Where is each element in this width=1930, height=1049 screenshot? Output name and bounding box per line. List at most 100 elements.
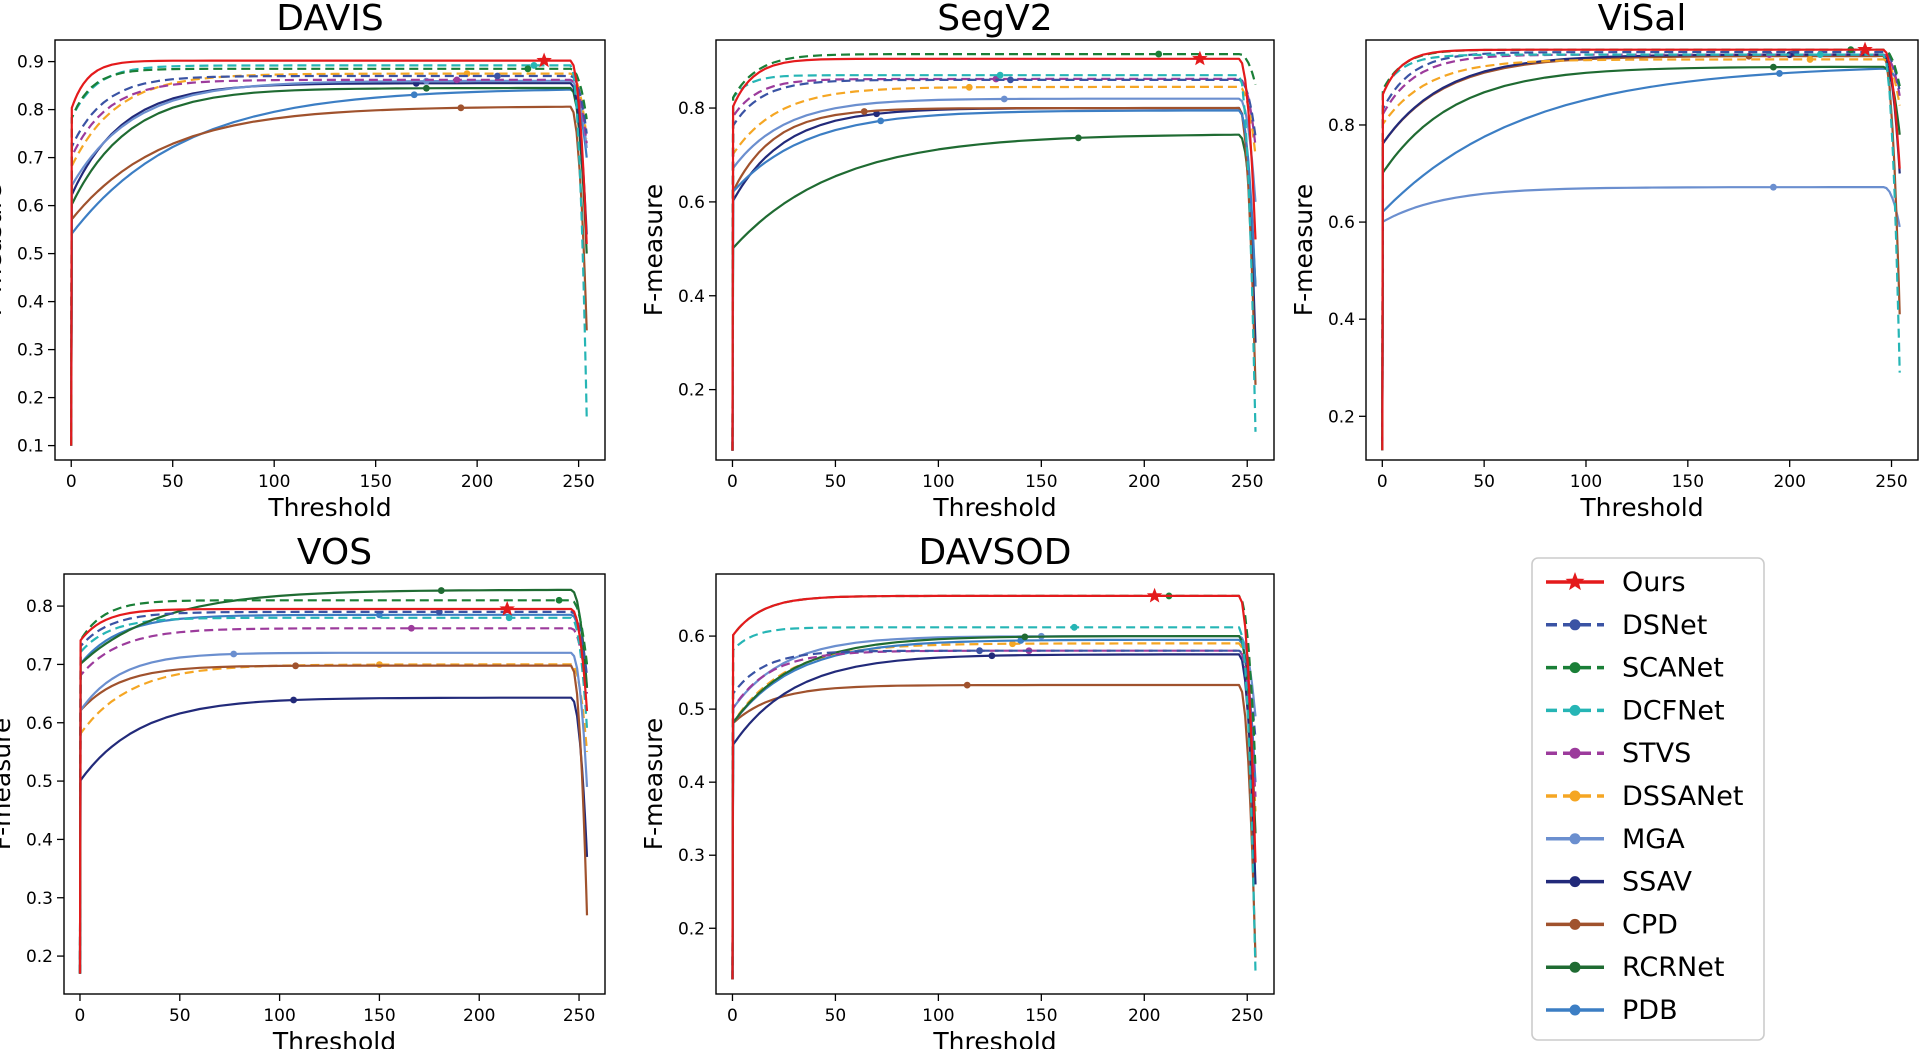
series-marker-dcfnet: [530, 62, 538, 69]
plot-frame: [54, 39, 606, 461]
series-line-ours: [70, 59, 588, 446]
series-marker-mga: [1769, 183, 1777, 191]
legend-item-ours: Ours: [1546, 567, 1686, 598]
x-tick-label: 150: [363, 1006, 395, 1026]
series-marker-star: [499, 600, 515, 616]
series-marker-pdb: [877, 117, 885, 125]
series-marker-ssav: [873, 110, 881, 118]
chart-panel-davsod: DAVSOD 0 50 100 150 200 250 0.2 0.3 0.4 0.5 0.6 Thre…: [639, 532, 1275, 1049]
legend-item-cpd: CPD: [1546, 909, 1678, 940]
legend-dot-icon: [1569, 961, 1581, 973]
plot-area: [64, 574, 605, 994]
legend-dot-icon: [1569, 704, 1581, 716]
legend-label: SSAV: [1622, 867, 1693, 898]
y-tick-label: 0.4: [1328, 310, 1355, 330]
series-line-dsnet: [731, 78, 1257, 451]
series-line-cpd: [70, 105, 588, 446]
series-group: [731, 587, 1257, 980]
series-marker-cpd: [457, 104, 465, 112]
y-axis-label: F-measure: [1289, 184, 1318, 316]
series-marker-ssav: [290, 696, 297, 704]
series-line-cpd: [731, 106, 1257, 451]
y-tick-label: 0.8: [17, 101, 44, 121]
legend-dot-icon: [1569, 1004, 1581, 1016]
series-marker-ssav: [988, 652, 996, 660]
series-marker-dsnet: [494, 72, 501, 80]
x-tick-label: 200: [1128, 472, 1160, 492]
series-marker-scanet: [1155, 50, 1163, 58]
y-tick-label: 0.6: [678, 627, 705, 647]
series-marker-rcrnet: [1021, 633, 1029, 641]
x-tick-label: 50: [169, 1006, 191, 1026]
x-tick-label: 250: [562, 472, 594, 492]
chart-panel-davis: DAVIS 0 50 100 150 200 250 0.1 0.2 0.3 0.4 0.5 0.6 0.…: [0, 0, 606, 522]
series-marker-dsnet: [435, 608, 443, 616]
y-tick-label: 0.6: [1328, 213, 1355, 233]
series-marker-dsnet: [1007, 76, 1014, 84]
plot-frame: [715, 573, 1275, 995]
series-line-dsnet: [1381, 51, 1901, 451]
series-line-scanet: [731, 53, 1257, 451]
series-marker-star: [536, 52, 552, 68]
series-marker-star: [1857, 41, 1873, 57]
x-tick-label: 0: [75, 1006, 86, 1026]
x-tick-label: 250: [1875, 472, 1907, 492]
series-line-dsnet: [78, 610, 589, 974]
series-line-dsnet: [731, 649, 1257, 980]
x-tick-label: 0: [66, 472, 77, 492]
x-axis-label: Threshold: [932, 1027, 1056, 1049]
chart-panel-visal: ViSal 0 50 100 150 200 250 0.2 0.4 0.6 0.8 Threshol…: [1289, 0, 1919, 522]
x-tick-label: 0: [1377, 472, 1388, 492]
series-line-ssav: [731, 653, 1257, 980]
y-tick-label: 0.2: [17, 389, 44, 409]
x-tick-label: 100: [258, 472, 290, 492]
y-tick-label: 0.1: [17, 437, 44, 457]
legend-label: DCFNet: [1622, 695, 1725, 726]
x-tick-label: 150: [1025, 472, 1057, 492]
series-marker-star: [1146, 587, 1163, 603]
chart-title: ViSal: [1598, 0, 1687, 39]
series-marker-cpd: [963, 681, 971, 689]
y-tick-label: 0.2: [1328, 407, 1355, 427]
series-marker-dssanet: [965, 83, 973, 91]
series-line-dcfnet: [731, 74, 1257, 451]
x-tick-label: 200: [461, 472, 493, 492]
x-tick-label: 250: [1231, 1006, 1263, 1026]
y-tick-label: 0.2: [678, 919, 705, 939]
x-tick-label: 100: [1570, 472, 1602, 492]
y-tick-label: 0.6: [26, 714, 53, 734]
series-line-stvs: [78, 627, 589, 974]
x-axis-label: Threshold: [1579, 493, 1703, 522]
series-marker-scanet: [555, 596, 563, 604]
series-marker-cpd: [860, 108, 868, 115]
legend-item-dssanet: DSSANet: [1546, 781, 1743, 812]
x-tick-label: 200: [1128, 1006, 1160, 1026]
legend-item-dsnet: DSNet: [1546, 610, 1707, 641]
x-tick-label: 250: [1231, 472, 1263, 492]
series-line-dcfnet: [78, 616, 589, 974]
legend-label: SCANet: [1622, 653, 1724, 684]
series-line-ours: [1381, 48, 1901, 451]
series-group: [78, 587, 589, 974]
series-group: [70, 52, 588, 446]
series-marker-star: [1192, 50, 1208, 66]
series-line-ssav: [78, 696, 589, 974]
x-tick-label: 100: [922, 1006, 954, 1026]
y-tick-label: 0.2: [678, 381, 705, 401]
y-tick-label: 0.4: [678, 773, 705, 793]
series-marker-stvs: [453, 76, 461, 84]
plot-frame: [63, 573, 606, 995]
x-tick-label: 100: [263, 1006, 295, 1026]
legend-dot-icon: [1569, 876, 1581, 888]
y-axis-label: F-measure: [0, 718, 16, 850]
y-tick-label: 0.6: [678, 193, 705, 213]
chart-title: DAVIS: [276, 0, 384, 39]
x-tick-label: 250: [563, 1006, 595, 1026]
series-line-rcrnet: [731, 635, 1257, 980]
y-tick-label: 0.4: [678, 287, 705, 307]
series-line-dcfnet: [1381, 53, 1901, 451]
x-tick-label: 0: [727, 472, 738, 492]
series-line-stvs: [70, 78, 588, 446]
chart-title: VOS: [297, 532, 372, 573]
series-marker-cpd: [292, 662, 299, 670]
